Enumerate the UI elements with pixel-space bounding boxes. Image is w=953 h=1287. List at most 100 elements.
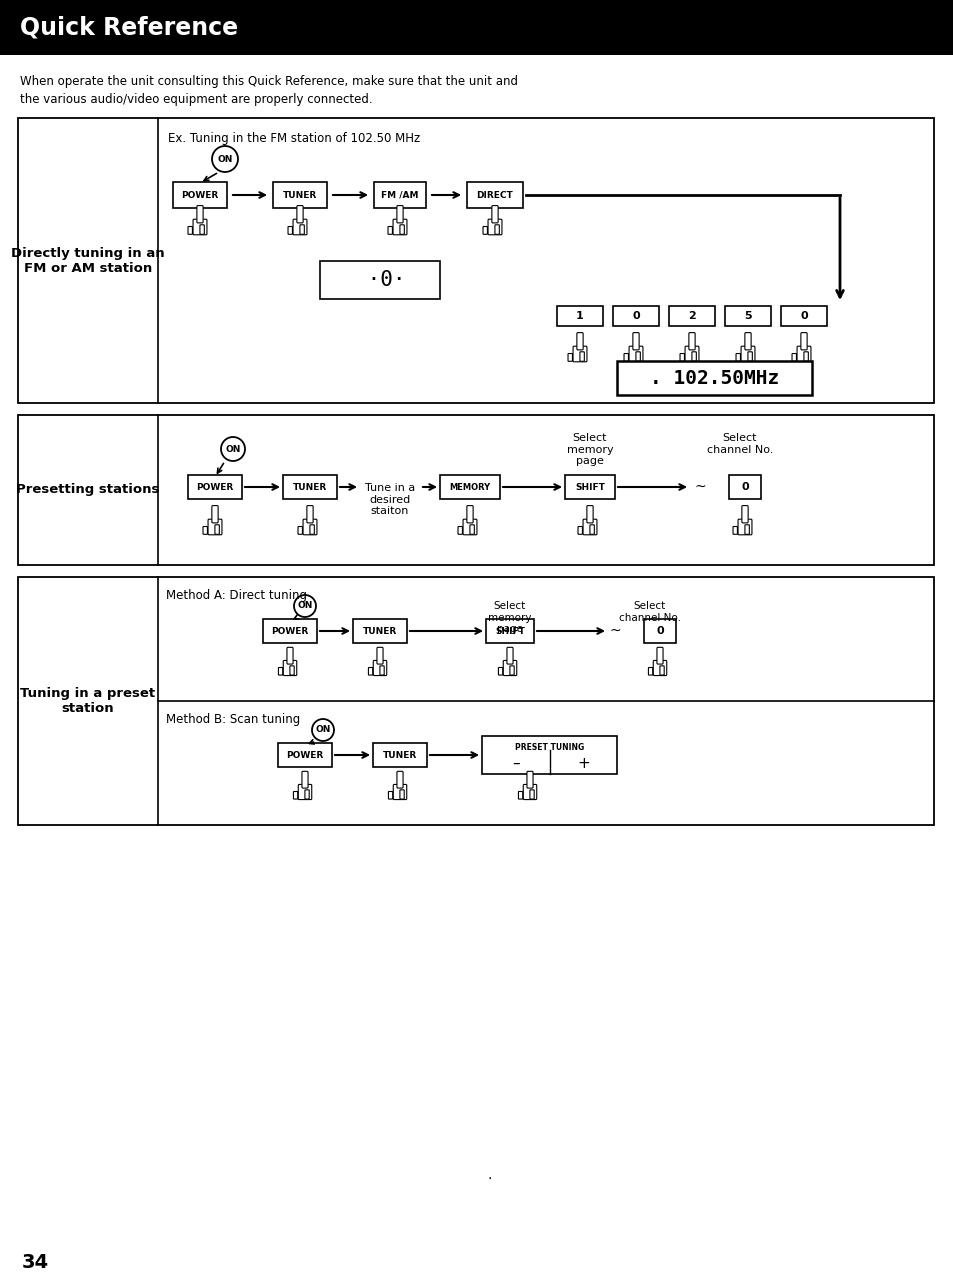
FancyBboxPatch shape	[283, 660, 296, 676]
Text: TUNER: TUNER	[283, 190, 316, 199]
FancyBboxPatch shape	[803, 351, 807, 362]
Bar	[283, 475, 336, 499]
FancyBboxPatch shape	[288, 227, 293, 234]
FancyBboxPatch shape	[290, 665, 294, 676]
FancyBboxPatch shape	[796, 346, 810, 362]
FancyBboxPatch shape	[741, 506, 747, 523]
Bar	[263, 619, 316, 644]
FancyBboxPatch shape	[632, 332, 639, 350]
FancyBboxPatch shape	[298, 785, 312, 799]
Text: TUNER: TUNER	[362, 627, 396, 636]
Bar	[18, 118, 933, 403]
FancyBboxPatch shape	[791, 354, 796, 362]
FancyBboxPatch shape	[388, 227, 392, 234]
FancyBboxPatch shape	[573, 346, 586, 362]
FancyBboxPatch shape	[482, 227, 487, 234]
FancyBboxPatch shape	[200, 225, 204, 234]
FancyBboxPatch shape	[636, 351, 639, 362]
Text: 0: 0	[800, 311, 807, 320]
FancyBboxPatch shape	[567, 354, 572, 362]
FancyBboxPatch shape	[466, 506, 473, 523]
Bar	[439, 475, 499, 499]
Bar	[319, 261, 439, 299]
FancyBboxPatch shape	[659, 665, 663, 676]
Text: 1: 1	[576, 311, 583, 320]
FancyBboxPatch shape	[679, 354, 683, 362]
FancyBboxPatch shape	[657, 647, 662, 664]
FancyBboxPatch shape	[305, 790, 309, 799]
Text: PRESET TUNING: PRESET TUNING	[515, 744, 584, 753]
Text: ON: ON	[225, 444, 240, 453]
Bar	[643, 619, 676, 644]
FancyBboxPatch shape	[303, 519, 316, 535]
Text: Method A: Direct tuning: Method A: Direct tuning	[166, 589, 307, 602]
Bar	[277, 743, 332, 767]
FancyBboxPatch shape	[393, 785, 406, 799]
FancyBboxPatch shape	[691, 351, 696, 362]
Text: .: .	[487, 1169, 492, 1181]
FancyBboxPatch shape	[648, 668, 652, 676]
FancyBboxPatch shape	[203, 526, 207, 534]
Text: ~: ~	[609, 624, 620, 638]
FancyBboxPatch shape	[688, 332, 695, 350]
FancyBboxPatch shape	[293, 219, 307, 234]
FancyBboxPatch shape	[509, 665, 514, 676]
Text: POWER: POWER	[271, 627, 309, 636]
FancyBboxPatch shape	[800, 332, 806, 350]
FancyBboxPatch shape	[470, 525, 474, 534]
FancyBboxPatch shape	[577, 332, 582, 350]
Text: ·0·: ·0·	[355, 270, 405, 290]
Text: TUNER: TUNER	[382, 750, 416, 759]
FancyBboxPatch shape	[399, 790, 404, 799]
FancyBboxPatch shape	[736, 354, 740, 362]
FancyBboxPatch shape	[396, 771, 402, 788]
Text: Directly tuning in an
FM or AM station: Directly tuning in an FM or AM station	[11, 247, 165, 274]
Bar	[0, 0, 953, 55]
FancyBboxPatch shape	[738, 519, 751, 535]
Text: 0: 0	[740, 483, 748, 492]
FancyBboxPatch shape	[529, 790, 534, 799]
FancyBboxPatch shape	[310, 525, 314, 534]
FancyBboxPatch shape	[497, 668, 502, 676]
FancyBboxPatch shape	[368, 668, 373, 676]
Text: POWER: POWER	[196, 483, 233, 492]
Text: 2: 2	[687, 311, 695, 320]
Text: ~: ~	[694, 480, 705, 494]
Text: When operate the unit consulting this Quick Reference, make sure that the unit a: When operate the unit consulting this Qu…	[20, 75, 517, 88]
FancyBboxPatch shape	[393, 219, 407, 234]
Text: MEMORY: MEMORY	[449, 483, 490, 492]
Text: ON: ON	[217, 154, 233, 163]
FancyBboxPatch shape	[278, 668, 282, 676]
FancyBboxPatch shape	[302, 771, 308, 788]
Bar	[172, 181, 227, 208]
FancyBboxPatch shape	[297, 526, 302, 534]
FancyBboxPatch shape	[744, 332, 750, 350]
Text: DIRECT: DIRECT	[476, 190, 513, 199]
Bar	[467, 181, 522, 208]
FancyBboxPatch shape	[628, 346, 642, 362]
Bar	[482, 736, 617, 773]
FancyBboxPatch shape	[376, 647, 383, 664]
FancyBboxPatch shape	[578, 526, 582, 534]
FancyBboxPatch shape	[196, 206, 203, 223]
FancyBboxPatch shape	[582, 519, 597, 535]
Text: Select
memory
page: Select memory page	[566, 432, 613, 466]
Text: 0: 0	[632, 311, 639, 320]
FancyBboxPatch shape	[396, 206, 403, 223]
Bar	[485, 619, 534, 644]
Text: Tuning in a preset
station: Tuning in a preset station	[20, 687, 155, 716]
Text: POWER: POWER	[181, 190, 218, 199]
Text: FM /AM: FM /AM	[381, 190, 418, 199]
Bar	[781, 306, 826, 326]
FancyBboxPatch shape	[212, 506, 218, 523]
Text: 34: 34	[22, 1252, 49, 1272]
FancyBboxPatch shape	[488, 219, 501, 234]
FancyBboxPatch shape	[684, 346, 699, 362]
Text: 5: 5	[743, 311, 751, 320]
Bar	[557, 306, 602, 326]
Bar	[373, 743, 427, 767]
Bar	[668, 306, 714, 326]
FancyBboxPatch shape	[296, 206, 303, 223]
FancyBboxPatch shape	[388, 792, 393, 799]
FancyBboxPatch shape	[188, 227, 193, 234]
